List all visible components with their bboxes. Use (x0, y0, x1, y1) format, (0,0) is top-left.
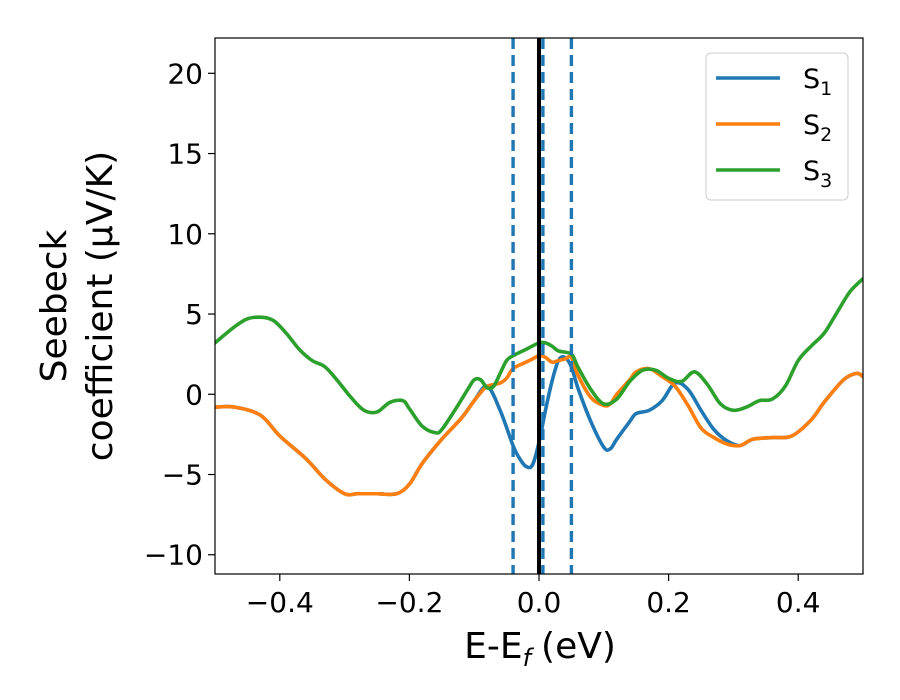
series-line-s3 (215, 276, 863, 435)
x-tick-label: −0.2 (375, 586, 443, 619)
legend-label-s2: S2 (803, 110, 832, 146)
legend-label-s3: S3 (803, 156, 832, 192)
y-tick-label: −5 (162, 459, 203, 492)
reference-lines (511, 38, 574, 574)
y-tick-label: 5 (185, 298, 203, 331)
y-tick-label: 20 (167, 57, 203, 90)
series-layer (215, 276, 863, 497)
x-tick-label: −0.4 (246, 586, 314, 619)
legend-box (705, 52, 849, 201)
x-tick-label: 0.2 (646, 586, 691, 619)
series-line-s2 (215, 353, 863, 497)
y-axis-label-line1: Seebeck (34, 229, 75, 382)
y-tick-label: 10 (167, 218, 203, 251)
legend-entries: S1 S2 S3 (716, 64, 832, 192)
legend-label-s1: S1 (803, 64, 832, 100)
y-tick-label: 0 (185, 378, 203, 411)
x-axis-label-unit: (eV) (541, 626, 616, 667)
y-axis-label-line2: coefficient (μV/K) (80, 151, 121, 461)
x-tick-label: 0.0 (517, 586, 562, 619)
y-tick-label: −10 (144, 539, 203, 572)
y-axis-label: Seebeck coefficient (μV/K) (34, 151, 121, 461)
x-tick-label: 0.4 (776, 586, 821, 619)
axis-ticks: −0.4 −0.2 0.0 0.2 0.4 −10 −5 0 5 10 15 20 (144, 57, 821, 619)
y-tick-label: 15 (167, 138, 203, 171)
x-axis-label-main: E-E (464, 626, 522, 667)
legend: S1 S2 S3 (705, 52, 849, 201)
